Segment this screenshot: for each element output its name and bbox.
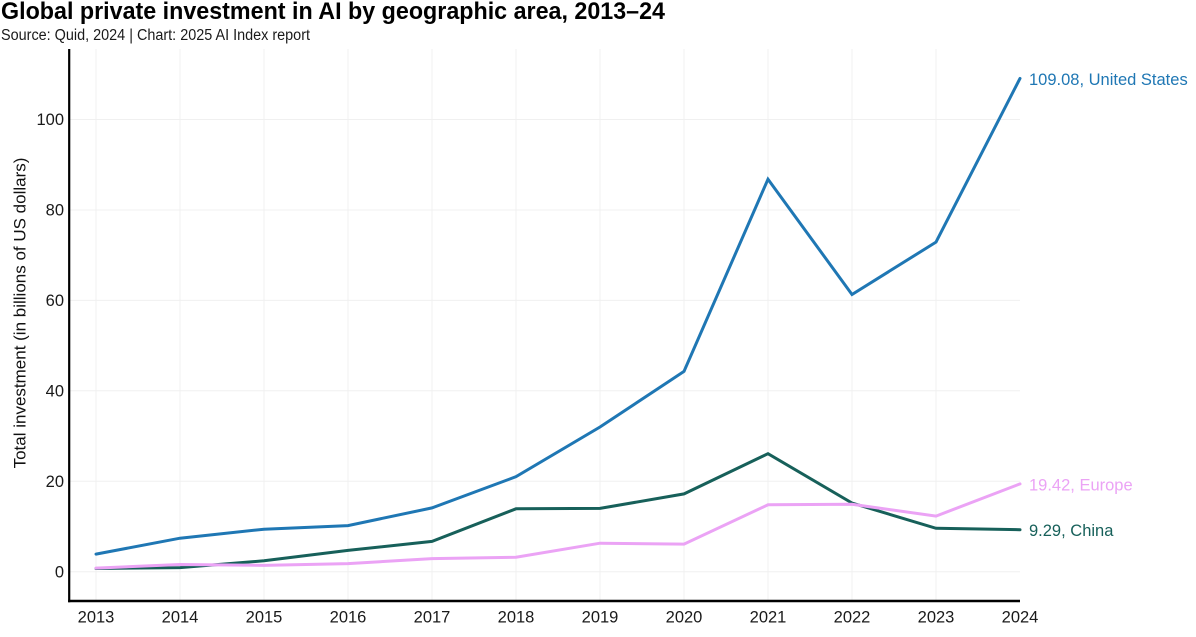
svg-text:2020: 2020 (666, 608, 703, 626)
svg-text:60: 60 (46, 292, 64, 310)
svg-text:109.08, United States: 109.08, United States (1029, 71, 1188, 89)
svg-text:2017: 2017 (414, 608, 451, 626)
svg-text:2013: 2013 (78, 608, 115, 626)
svg-text:2018: 2018 (498, 608, 535, 626)
svg-text:9.29, China: 9.29, China (1029, 522, 1114, 540)
svg-text:80: 80 (46, 202, 64, 220)
svg-text:2014: 2014 (162, 608, 199, 626)
svg-text:Source: Quid, 2024 | Chart: 20: Source: Quid, 2024 | Chart: 2025 AI Inde… (1, 27, 311, 44)
svg-text:0: 0 (55, 563, 64, 581)
svg-text:40: 40 (46, 383, 64, 401)
svg-text:2022: 2022 (834, 608, 871, 626)
svg-text:2016: 2016 (330, 608, 367, 626)
svg-text:2021: 2021 (750, 608, 787, 626)
svg-text:2023: 2023 (918, 608, 955, 626)
svg-text:Global private investment in A: Global private investment in AI by geogr… (1, 0, 666, 25)
svg-text:20: 20 (46, 473, 64, 491)
svg-text:2019: 2019 (582, 608, 619, 626)
svg-text:100: 100 (36, 111, 64, 129)
svg-text:2015: 2015 (246, 608, 283, 626)
svg-text:2024: 2024 (1002, 608, 1039, 626)
svg-text:Total investment (in billions: Total investment (in billions of US doll… (11, 158, 30, 469)
svg-text:19.42, Europe: 19.42, Europe (1029, 477, 1133, 495)
